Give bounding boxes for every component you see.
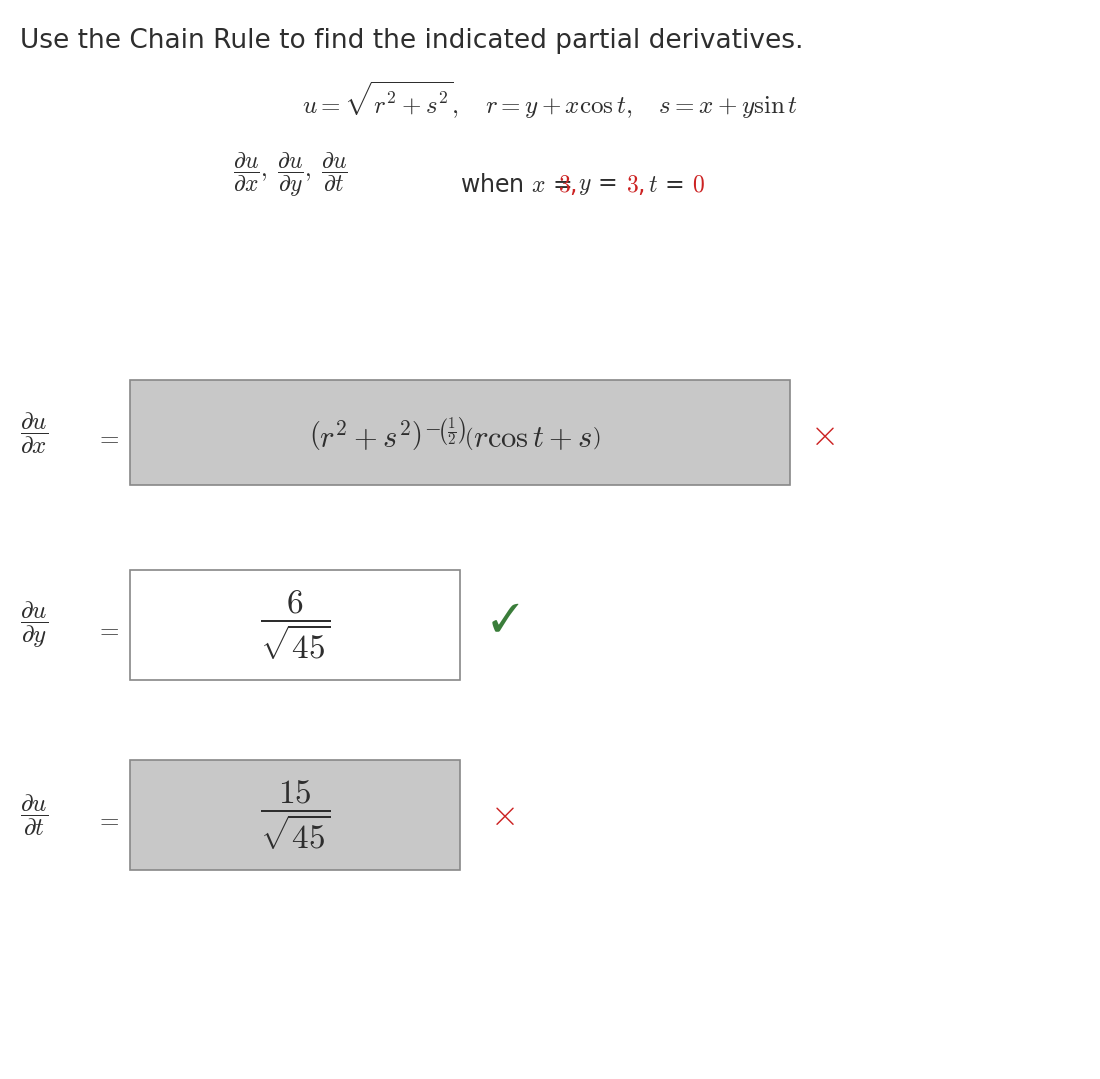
- Text: $0$: $0$: [692, 173, 705, 197]
- Text: $3$,: $3$,: [626, 173, 645, 197]
- Text: $3$,: $3$,: [558, 173, 576, 197]
- Text: $t$ =: $t$ =: [648, 173, 685, 197]
- Text: Use the Chain Rule to find the indicated partial derivatives.: Use the Chain Rule to find the indicated…: [20, 28, 803, 54]
- Text: $=$: $=$: [95, 617, 120, 641]
- Text: $\checkmark$: $\checkmark$: [490, 601, 519, 639]
- Text: $\dfrac{6}{\sqrt{45}}$: $\dfrac{6}{\sqrt{45}}$: [260, 588, 330, 661]
- Text: when $x$ =: when $x$ =: [460, 173, 574, 197]
- Text: $\dfrac{15}{\sqrt{45}}$: $\dfrac{15}{\sqrt{45}}$: [260, 778, 330, 851]
- Text: $\dfrac{\partial u}{\partial t}$: $\dfrac{\partial u}{\partial t}$: [20, 792, 48, 838]
- Text: $\dfrac{\partial u}{\partial x},\; \dfrac{\partial u}{\partial y},\; \dfrac{\par: $\dfrac{\partial u}{\partial x},\; \dfra…: [233, 151, 348, 200]
- Text: $=$: $=$: [95, 425, 120, 449]
- Text: $\dfrac{\partial u}{\partial x}$: $\dfrac{\partial u}{\partial x}$: [20, 410, 48, 456]
- Bar: [130, 380, 790, 484]
- Text: $\left(r^2 + s^2\right)^{-\!\left(\frac{1}{2}\right)}\!\left(r\cos t + s\right)$: $\left(r^2 + s^2\right)^{-\!\left(\frac{…: [309, 415, 601, 454]
- Bar: [130, 570, 460, 680]
- Text: $y$ =: $y$ =: [578, 173, 619, 197]
- Bar: [130, 760, 460, 870]
- Text: $\times$: $\times$: [490, 798, 515, 832]
- Text: $u = \sqrt{r^2 + s^2}, \quad r = y + x \cos t, \quad s = x + y \sin t$: $u = \sqrt{r^2 + s^2}, \quad r = y + x \…: [302, 79, 798, 121]
- Text: $\times$: $\times$: [810, 418, 835, 452]
- Text: $=$: $=$: [95, 807, 120, 831]
- Text: $\dfrac{\partial u}{\partial y}$: $\dfrac{\partial u}{\partial y}$: [20, 600, 48, 651]
